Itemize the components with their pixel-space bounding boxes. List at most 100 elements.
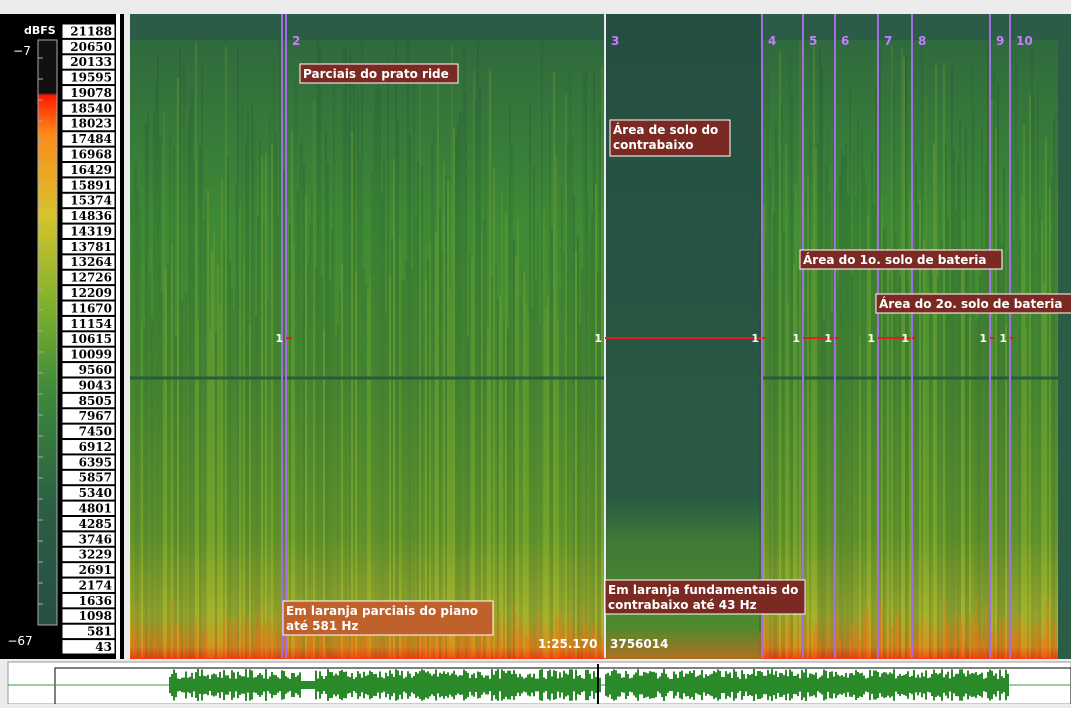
spectrogram-region — [605, 14, 762, 659]
frequency-label: 17484 — [70, 132, 112, 146]
frequency-box — [61, 500, 116, 516]
frequency-label: 16968 — [70, 148, 112, 162]
frequency-box — [61, 639, 116, 655]
frequency-box — [61, 392, 116, 409]
annotation-box — [299, 63, 459, 84]
frequency-box — [61, 238, 116, 255]
frequency-box — [61, 85, 116, 101]
annotation: Área de solo do contrabaixo — [613, 122, 718, 152]
frequency-label: 43 — [95, 640, 112, 654]
frequency-label: 20133 — [70, 55, 112, 69]
frequency-box — [61, 54, 116, 70]
marker-label: 9 — [996, 34, 1004, 48]
annotation: Área do 2o. solo de bateria — [879, 296, 1062, 311]
frequency-box — [61, 192, 116, 209]
frequency-label: 18023 — [70, 117, 112, 131]
cursor-frame: 3756014 — [610, 637, 668, 651]
frequency-label: 3746 — [79, 532, 112, 546]
frequency-box — [61, 23, 116, 39]
frequency-box — [61, 346, 116, 363]
spectrogram-texture — [131, 40, 1057, 658]
frequency-box — [61, 100, 116, 116]
frequency-box — [61, 608, 116, 624]
marker-label: 8 — [918, 34, 926, 48]
frequency-label: 10099 — [70, 348, 112, 362]
marker-label: 2 — [292, 34, 300, 48]
frequency-box — [61, 254, 116, 270]
frequency-box — [61, 362, 116, 378]
frequency-box — [61, 439, 116, 455]
layer-label: 1 — [792, 332, 800, 345]
frequency-box — [61, 269, 116, 286]
frequency-box — [61, 146, 116, 163]
frequency-box — [61, 315, 116, 332]
annotation: Área do 1o. solo de bateria — [803, 252, 986, 267]
marker-label: 10 — [1016, 34, 1033, 48]
frequency-box — [61, 285, 116, 301]
frequency-box — [61, 577, 116, 593]
frequency-label: 13264 — [70, 255, 112, 269]
marker-label: 5 — [809, 34, 817, 48]
frequency-label: 6395 — [79, 455, 112, 469]
annotation-box — [875, 293, 1071, 314]
waveform — [169, 669, 1009, 701]
frequency-label: 11670 — [70, 301, 112, 315]
annotation-box — [604, 579, 806, 615]
frequency-label: 9560 — [79, 363, 112, 377]
frequency-box — [61, 623, 116, 640]
marker-label: 7 — [884, 34, 892, 48]
frequency-box — [61, 408, 116, 424]
frequency-label: 16429 — [70, 163, 112, 177]
layer-label: 1 — [979, 332, 987, 345]
frequency-label: 7967 — [79, 409, 112, 423]
layer-label: 1 — [999, 332, 1007, 345]
frequency-label: 8505 — [79, 394, 112, 408]
frequency-box — [61, 423, 116, 440]
frequency-box — [61, 208, 116, 224]
frequency-box — [61, 331, 116, 347]
layer-label: 1 — [824, 332, 832, 345]
frequency-box — [61, 562, 116, 578]
annotation-box — [609, 119, 731, 157]
frequency-label: 5857 — [79, 471, 112, 485]
frequency-label: 12726 — [70, 271, 112, 285]
frequency-label: 4285 — [79, 517, 112, 531]
annotation-line: Área de solo do — [613, 122, 718, 137]
marker-label: 3 — [611, 34, 619, 48]
layer-label: 1 — [275, 332, 283, 345]
frequency-box — [61, 515, 116, 532]
layer-label: 1 — [594, 332, 602, 345]
frequency-box — [61, 223, 116, 239]
frequency-box — [61, 377, 116, 393]
scale-min: −67 — [7, 634, 32, 648]
frequency-label: 1636 — [79, 594, 112, 608]
annotation-line: contrabaixo até 43 Hz — [608, 598, 757, 612]
frequency-label: 581 — [87, 625, 112, 639]
annotation-line: Em laranja parciais do piano — [286, 604, 478, 618]
frequency-box — [61, 485, 116, 501]
waveform-frame — [54, 667, 1071, 708]
frequency-label: 14319 — [70, 224, 112, 238]
spectrogram-region — [130, 40, 605, 659]
frequency-box — [61, 177, 116, 193]
annotation: Parciais do prato ride — [303, 67, 449, 81]
frequency-box — [61, 38, 116, 55]
cursor-time: 1:25.170 — [538, 637, 597, 651]
spectrogram-region — [762, 40, 1058, 659]
frequency-label: 21188 — [70, 24, 112, 38]
scale-max: −7 — [13, 44, 31, 58]
frequency-label: 15374 — [70, 194, 112, 208]
frequency-label: 12209 — [70, 286, 112, 300]
frequency-box — [61, 162, 116, 178]
frequency-box — [61, 469, 116, 486]
markers: 2 1 3 1 4 1 5 1 6 1 7 1 8 1 9 1 10 1 — [275, 14, 1033, 658]
frequency-label: 18540 — [70, 101, 112, 115]
frequency-label: 1098 — [79, 609, 112, 623]
frequency-box — [61, 69, 116, 86]
frequency-box — [61, 454, 116, 470]
color-bar — [37, 39, 58, 626]
annotation: Em laranja fundamentais do contrabaixo at… — [608, 583, 798, 612]
